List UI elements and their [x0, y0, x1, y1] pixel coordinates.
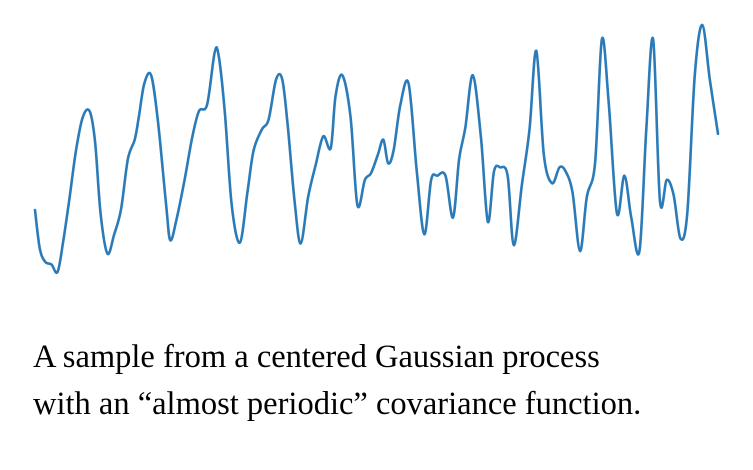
caption-line-1: A sample from a centered Gaussian proces… [33, 339, 600, 375]
series-layer [33, 23, 720, 275]
caption: A sample from a centered Gaussian proces… [33, 334, 733, 428]
series-line-0 [33, 23, 720, 275]
caption-line-2: with an “almost periodic” covariance fun… [33, 386, 642, 422]
chart-area [33, 23, 720, 275]
